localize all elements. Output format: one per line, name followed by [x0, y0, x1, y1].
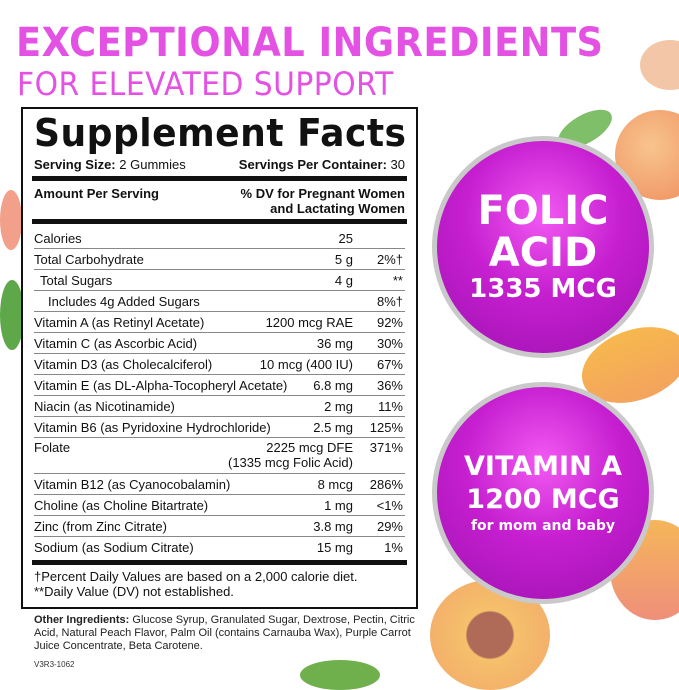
amount-header: Amount Per Serving: [34, 186, 159, 201]
badge-line: for mom and baby: [470, 518, 616, 534]
nutrient-name: Vitamin B12 (as Cyanocobalamin): [34, 476, 231, 492]
nutrient-name: Calories: [34, 230, 82, 246]
nutrient-dv: 1%: [384, 540, 403, 555]
nutrient-row: Vitamin A (as Retinyl Acetate) 1200 mcg R…: [34, 312, 405, 333]
nutrient-dv: 8%†: [376, 293, 403, 309]
nutrient-name: Choline (as Choline Bitartrate): [34, 497, 209, 513]
divider: [32, 219, 407, 224]
nutrient-row: Includes 4g Added Sugars 8%†: [34, 291, 405, 312]
nutrient-amount-detail: (1335 mcg Folic Acid): [228, 455, 353, 470]
badge-line: 1200 MCG: [466, 484, 620, 515]
nutrient-row: Total Sugars 4 g **: [34, 270, 405, 291]
nutrient-row: Total Carbohydrate 5 g 2%†: [34, 249, 405, 270]
nutrient-dv: 371%: [369, 440, 403, 455]
nutrient-row: Choline (as Choline Bitartrate) 1 mg <1%: [34, 495, 405, 516]
subheadline: FOR ELEVATED SUPPORT: [17, 65, 394, 103]
badge-line: VITAMIN A: [464, 451, 622, 482]
nutrient-name: Vitamin E (as DL-Alpha-Tocopheryl Acetat…: [34, 377, 288, 393]
nutrient-amount: 36 mg: [316, 335, 353, 351]
nutrient-dv: **: [392, 272, 403, 288]
badge-line: 1335 MCG: [469, 274, 617, 304]
nutrient-name: Folate: [34, 440, 71, 455]
nutrient-row: Calories 25: [34, 228, 405, 249]
nutrient-row: Vitamin D3 (as Cholecalciferol) 10 mcg (4…: [34, 354, 405, 375]
nutrient-row: Niacin (as Nicotinamide) 2 mg 11%: [34, 396, 405, 417]
servings-label: Servings Per Container:: [238, 157, 387, 172]
nutrient-amount: 2 mg: [324, 398, 353, 414]
nutrient-dv: 67%: [376, 356, 403, 372]
nutrient-name: Vitamin D3 (as Cholecalciferol): [34, 356, 213, 372]
serving-row: Serving Size: 2 Gummies Servings Per Con…: [34, 157, 405, 172]
dv-header-2: and Lactating Women: [270, 201, 405, 216]
servings-count: 30: [390, 157, 405, 172]
nutrient-table: Calories 25 Total Carbohydrate 5 g 2%† Total …: [34, 228, 405, 558]
nutrient-amount: 2.5 mg: [313, 419, 353, 435]
other-ingredients-label: Other Ingredients:: [34, 614, 130, 626]
nutrient-row: Vitamin B6 (as Pyridoxine Hydrochloride)…: [34, 417, 405, 438]
dv-header: % DV for Pregnant Women: [240, 186, 405, 201]
nutrient-row: Sodium (as Sodium Citrate) 15 mg 1%: [34, 537, 405, 558]
nutrient-name: Total Carbohydrate: [34, 251, 144, 267]
nutrient-dv: 30%: [376, 335, 403, 351]
nutrient-row: Vitamin E (as DL-Alpha-Tocopheryl Acetat…: [34, 375, 405, 396]
nutrient-name: Vitamin A (as Retinyl Acetate): [34, 314, 205, 330]
serving-size-label: Serving Size:: [34, 157, 116, 172]
badge-line: ACID: [488, 230, 598, 276]
nutrient-amount: 5 g: [334, 251, 353, 267]
other-ingredients-text: Glucose Syrup, Granulated Sugar, Dextros…: [34, 614, 415, 652]
peach-image: [640, 40, 679, 90]
headline: EXCEPTIONAL INGREDIENTS: [16, 20, 604, 66]
nutrient-amount: 3.8 mg: [313, 518, 353, 534]
nutrient-name: Vitamin C (as Ascorbic Acid): [34, 335, 198, 351]
nutrient-dv: <1%: [376, 497, 403, 513]
nutrient-amount: 2225 mcg DFE (1335 mcg Folic Acid): [228, 440, 353, 470]
nutrient-dv: 286%: [369, 476, 403, 492]
nutrient-amount: 8 mcg: [317, 476, 353, 492]
nutrient-name: Sodium (as Sodium Citrate): [34, 540, 194, 555]
leaf-image: [300, 660, 380, 690]
nutrient-dv: 11%: [377, 398, 403, 414]
footnote: **Daily Value (DV) not established.: [34, 584, 234, 599]
nutrient-amount: 25: [338, 230, 353, 246]
facts-title: Supplement Facts: [34, 111, 407, 155]
nutrient-row: Zinc (from Zinc Citrate) 3.8 mg 29%: [34, 516, 405, 537]
nutrient-dv: 29%: [376, 518, 403, 534]
vitamin-a-badge: VITAMIN A 1200 MCG for mom and baby: [432, 382, 654, 604]
nutrient-amount: 1200 mcg RAE: [265, 314, 353, 330]
divider: [32, 176, 407, 181]
nutrient-name: Zinc (from Zinc Citrate): [34, 518, 167, 534]
nutrient-row: Vitamin B12 (as Cyanocobalamin) 8 mcg 286%: [34, 474, 405, 495]
supplement-facts-panel: Supplement Facts Serving Size: 2 Gummies…: [21, 107, 418, 609]
nutrient-row: Vitamin C (as Ascorbic Acid) 36 mg 30%: [34, 333, 405, 354]
leaf-image: [0, 190, 22, 250]
nutrient-amount: 10 mcg (400 IU): [259, 356, 353, 372]
column-header: Amount Per Serving % DV for Pregnant Wom…: [34, 185, 405, 219]
nutrient-dv: 2%†: [376, 251, 403, 267]
nutrient-amount: 15 mg: [316, 540, 353, 555]
leaf-image: [0, 280, 24, 350]
nutrient-dv: 92%: [376, 314, 403, 330]
folic-acid-badge: FOLIC ACID 1335 MCG: [432, 136, 654, 358]
product-code: V3R3-1062: [34, 660, 75, 669]
nutrient-amount: 4 g: [334, 272, 353, 288]
divider: [32, 560, 407, 565]
nutrient-dv: 36%: [376, 377, 403, 393]
footnote: †Percent Daily Values are based on a 2,0…: [34, 569, 358, 584]
nutrient-amount: 1 mg: [324, 497, 353, 513]
nutrient-name: Vitamin B6 (as Pyridoxine Hydrochloride): [34, 419, 271, 435]
nutrient-amount: 6.8 mg: [313, 377, 353, 393]
nutrient-row: Folate 2225 mcg DFE (1335 mcg Folic Acid) 3…: [34, 438, 405, 474]
other-ingredients: Other Ingredients: Glucose Syrup, Granul…: [34, 614, 426, 653]
nutrient-name: Includes 4g Added Sugars: [48, 293, 200, 309]
nutrient-name: Total Sugars: [40, 272, 113, 288]
nutrient-dv: 125%: [369, 419, 403, 435]
nutrient-name: Niacin (as Nicotinamide): [34, 398, 175, 414]
serving-size: 2 Gummies: [119, 157, 186, 172]
badge-line: FOLIC: [477, 188, 609, 234]
